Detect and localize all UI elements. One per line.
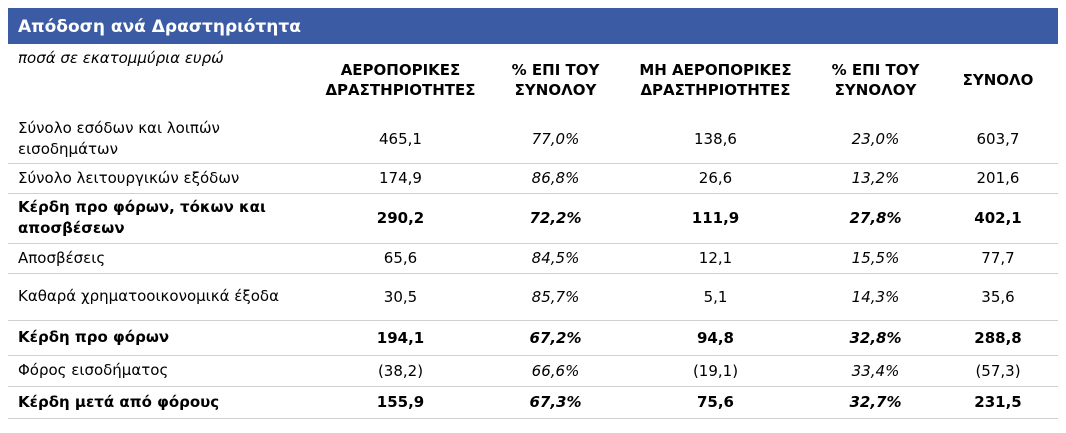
cell: 77,7 xyxy=(938,243,1058,274)
table-row: Κέρδη προ φόρων 194,1 67,2% 94,8 32,8% 288,8 xyxy=(8,320,1058,356)
cell: 201,6 xyxy=(938,163,1058,194)
row-label: Κέρδη μετά από φόρους xyxy=(8,386,308,419)
row-label: Καθαρά χρηματοοικονομικά έξοδα xyxy=(8,273,308,321)
row-label: Κέρδη προ φόρων xyxy=(8,320,308,356)
cell: 66,6% xyxy=(493,355,618,387)
row-label: Κέρδη προ φόρων, τόκων και αποσβέσεων xyxy=(8,193,308,244)
column-header: ΣΥΝΟΛΟ xyxy=(962,71,1034,89)
cell: 14,3% xyxy=(813,273,938,321)
cell: (57,3) xyxy=(938,355,1058,387)
cell: 26,6 xyxy=(618,163,813,194)
cell: 75,6 xyxy=(618,386,813,419)
table-row: Σύνολο εσόδων και λοιπών εισοδημάτων 465,… xyxy=(8,116,1058,164)
table-row: Κέρδη προ φόρων, τόκων και αποσβέσεων 290… xyxy=(8,193,1058,244)
cell: 13,2% xyxy=(813,163,938,194)
cell: 33,4% xyxy=(813,355,938,387)
cell: 77,0% xyxy=(493,116,618,164)
cell: (38,2) xyxy=(308,355,493,387)
cell: 174,9 xyxy=(308,163,493,194)
panel: Απόδοση ανά Δραστηριότητα ποσά σε εκατομ… xyxy=(8,8,1058,419)
table-row: Καθαρά χρηματοοικονομικά έξοδα 30,5 85,7% 5… xyxy=(8,273,1058,321)
cell: 5,1 xyxy=(618,273,813,321)
cell: 23,0% xyxy=(813,116,938,164)
cell: 231,5 xyxy=(938,386,1058,419)
cell: 290,2 xyxy=(308,193,493,244)
row-label: Σύνολο εσόδων και λοιπών εισοδημάτων xyxy=(8,116,308,164)
cell: 65,6 xyxy=(308,243,493,274)
header-row: ποσά σε εκατομμύρια ευρώ ΑΕΡΟΠΟΡΙΚΕΣ ΔΡΑ… xyxy=(8,44,1058,116)
table-row: Αποσβέσεις 65,6 84,5% 12,1 15,5% 77,7 xyxy=(8,243,1058,274)
table-row: Φόρος εισοδήματος (38,2) 66,6% (19,1) 33,4%(… xyxy=(8,355,1058,387)
table: ποσά σε εκατομμύρια ευρώ ΑΕΡΟΠΟΡΙΚΕΣ ΔΡΑ… xyxy=(8,44,1058,419)
cell: 85,7% xyxy=(493,273,618,321)
cell: 194,1 xyxy=(308,320,493,356)
cell: 111,9 xyxy=(618,193,813,244)
cell: 86,8% xyxy=(493,163,618,194)
cell: 12,1 xyxy=(618,243,813,274)
cell: 94,8 xyxy=(618,320,813,356)
cell: (19,1) xyxy=(618,355,813,387)
table-row: Κέρδη μετά από φόρους 155,9 67,3% 75,6 32,7%… xyxy=(8,386,1058,419)
cell: 32,8% xyxy=(813,320,938,356)
cell: 465,1 xyxy=(308,116,493,164)
cell: 67,2% xyxy=(493,320,618,356)
cell: 15,5% xyxy=(813,243,938,274)
cell: 138,6 xyxy=(618,116,813,164)
panel-title: Απόδοση ανά Δραστηριότητα xyxy=(8,8,1058,44)
cell: 67,3% xyxy=(493,386,618,419)
cell: 155,9 xyxy=(308,386,493,419)
cell: 288,8 xyxy=(938,320,1058,356)
row-label: Φόρος εισοδήματος xyxy=(8,355,308,387)
row-label: Αποσβέσεις xyxy=(8,243,308,274)
cell: 84,5% xyxy=(493,243,618,274)
cell: 402,1 xyxy=(938,193,1058,244)
cell: 72,2% xyxy=(493,193,618,244)
cell: 603,7 xyxy=(938,116,1058,164)
table-row: Σύνολο λειτουργικών εξόδων 174,9 86,8% 26,6… xyxy=(8,163,1058,194)
cell: 30,5 xyxy=(308,273,493,321)
column-header: ΑΕΡΟΠΟΡΙΚΕΣ ΔΡΑΣΤΗΡΙΟΤΗΤΕΣ xyxy=(325,61,476,99)
cell: 27,8% xyxy=(813,193,938,244)
column-header: % ΕΠΙ ΤΟΥ ΣΥΝΟΛΟΥ xyxy=(831,61,920,99)
unit-note: ποσά σε εκατομμύρια ευρώ xyxy=(18,49,224,67)
row-label: Σύνολο λειτουργικών εξόδων xyxy=(8,163,308,194)
column-header: ΜΗ ΑΕΡΟΠΟΡΙΚΕΣ ΔΡΑΣΤΗΡΙΟΤΗΤΕΣ xyxy=(639,61,792,99)
column-header: % ΕΠΙ ΤΟΥ ΣΥΝΟΛΟΥ xyxy=(511,61,600,99)
cell: 32,7% xyxy=(813,386,938,419)
cell: 35,6 xyxy=(938,273,1058,321)
